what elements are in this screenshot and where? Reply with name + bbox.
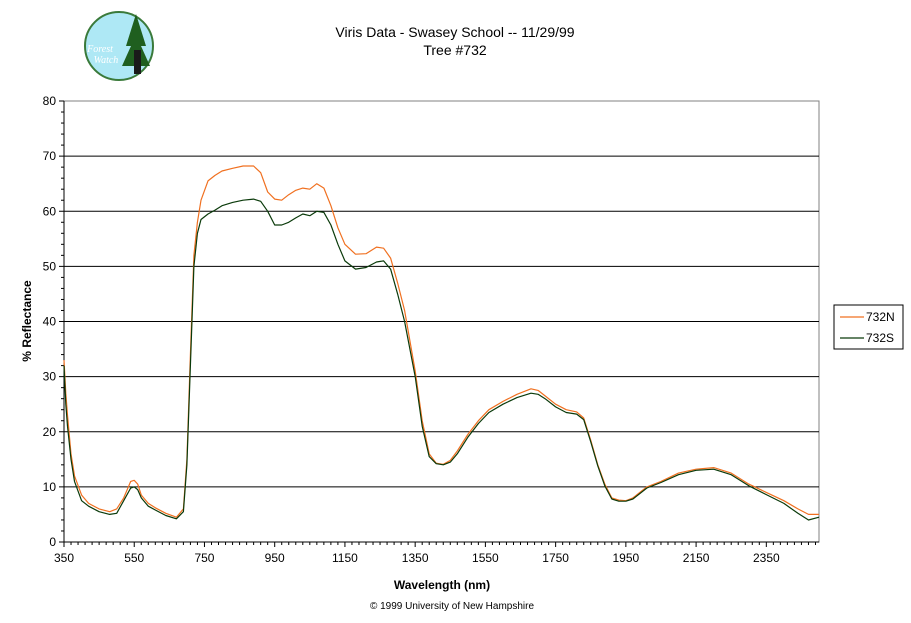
- y-axis: 0 10 20 30 40 50 60 70 80: [43, 94, 65, 549]
- x-axis: 350 550 750 950 1150 1350 1550 1750 1950 2150 2350: [54, 541, 819, 565]
- y-tick-label: 70: [43, 149, 57, 163]
- x-tick-label: 350: [54, 551, 74, 565]
- legend-box: [833, 304, 904, 350]
- x-tick-label: 1750: [542, 551, 569, 565]
- x-tick-label: 750: [194, 551, 214, 565]
- chart-subtitle: Tree #732: [423, 42, 487, 58]
- x-tick-label: 2350: [753, 551, 780, 565]
- y-tick-label: 60: [43, 204, 57, 218]
- legend-label-732n: 732N: [866, 310, 895, 324]
- x-tick-label: 1150: [332, 551, 358, 565]
- x-tick-label: 1350: [402, 551, 429, 565]
- legend: 732N 732S: [833, 304, 904, 350]
- y-tick-label: 20: [43, 425, 57, 439]
- y-axis-label: % Reflectance: [20, 280, 34, 362]
- tree-icon: [122, 14, 150, 66]
- x-tick-label: 550: [124, 551, 144, 565]
- series-line-732n: [63, 165, 819, 518]
- series-line-732s: [63, 198, 820, 521]
- logo-text-forest: Forest: [86, 44, 113, 55]
- legend-label-732s: 732S: [866, 331, 894, 345]
- x-tick-label: 950: [265, 551, 285, 565]
- chart-title: Viris Data - Swasey School -- 11/29/99: [335, 24, 574, 40]
- y-tick-label: 10: [43, 480, 57, 494]
- copyright-footer: © 1999 University of New Hampshire: [370, 601, 535, 612]
- y-tick-label: 80: [43, 94, 57, 108]
- y-tick-label: 30: [43, 370, 57, 384]
- logo-text-watch: Watch: [94, 55, 119, 66]
- y-tick-label: 50: [43, 259, 57, 273]
- x-tick-label: 1550: [472, 551, 499, 565]
- gridlines: [64, 155, 819, 488]
- x-axis-label: Wavelength (nm): [394, 578, 490, 592]
- tree-trunk-icon: [134, 50, 141, 74]
- x-tick-label: 2150: [683, 551, 710, 565]
- x-tick-label: 1950: [613, 551, 640, 565]
- y-tick-label: 40: [43, 315, 57, 329]
- y-tick-label: 0: [49, 535, 56, 549]
- forest-watch-logo: Forest Watch: [84, 11, 154, 81]
- series-lines: [63, 165, 820, 521]
